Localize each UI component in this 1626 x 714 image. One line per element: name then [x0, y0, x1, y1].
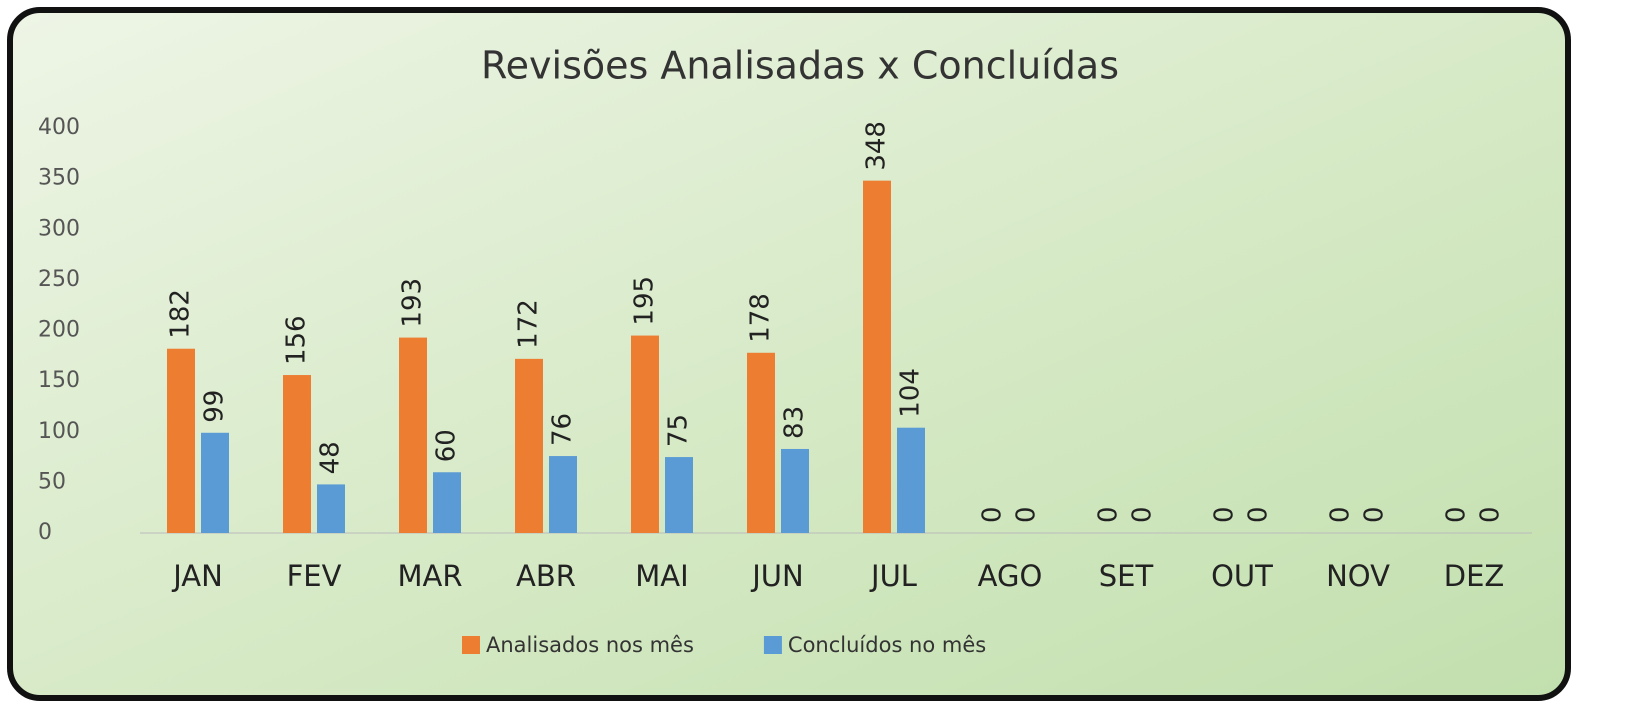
data-label: 0	[978, 506, 1008, 523]
y-tick-label: 100	[38, 419, 80, 444]
bar	[631, 335, 659, 533]
x-tick-label: DEZ	[1444, 559, 1505, 593]
bar	[399, 337, 427, 533]
data-label: 0	[1012, 506, 1042, 523]
bar	[201, 432, 229, 533]
x-tick-label: SET	[1099, 559, 1154, 593]
data-label: 0	[1128, 506, 1158, 523]
data-label: 178	[746, 293, 776, 343]
x-tick-label: ABR	[516, 559, 576, 593]
data-label: 0	[1476, 506, 1506, 523]
data-label: 99	[200, 390, 230, 423]
bar	[167, 348, 195, 533]
chart-title: Revisões Analisadas x Concluídas	[481, 44, 1119, 88]
y-tick-label: 0	[38, 520, 52, 545]
legend-label: Analisados nos mês	[486, 633, 694, 657]
y-tick-label: 350	[38, 166, 80, 191]
data-label: 172	[514, 299, 544, 349]
y-tick-label: 250	[38, 267, 80, 292]
x-tick-label: NOV	[1326, 559, 1390, 593]
y-tick-label: 50	[38, 469, 66, 494]
bar	[747, 352, 775, 533]
x-tick-label: JUL	[869, 559, 917, 593]
bar	[283, 375, 311, 533]
data-label: 0	[1360, 506, 1390, 523]
x-tick-label: JUN	[750, 559, 803, 593]
chart-frame	[7, 7, 1571, 701]
bar	[317, 484, 345, 533]
y-tick-label: 400	[38, 115, 80, 140]
legend-label: Concluídos no mês	[788, 633, 986, 657]
data-label: 348	[862, 121, 892, 171]
x-tick-label: MAR	[397, 559, 462, 593]
data-label: 76	[548, 413, 578, 446]
legend-swatch	[763, 636, 782, 654]
data-label: 0	[1210, 506, 1240, 523]
bar	[781, 448, 809, 533]
data-label: 48	[316, 441, 346, 474]
bar	[863, 180, 891, 533]
data-label: 0	[1244, 506, 1274, 523]
x-tick-label: JAN	[171, 559, 223, 593]
data-label: 182	[166, 289, 196, 339]
y-tick-label: 300	[38, 216, 80, 241]
x-tick-label: FEV	[287, 559, 342, 593]
data-label: 0	[1326, 506, 1356, 523]
bar	[897, 427, 925, 533]
bar	[433, 472, 461, 533]
y-tick-label: 150	[38, 368, 80, 393]
data-label: 195	[630, 276, 660, 326]
data-label: 75	[664, 414, 694, 447]
data-label: 104	[896, 368, 926, 418]
y-tick-label: 200	[38, 318, 80, 343]
x-tick-label: MAI	[635, 559, 688, 593]
data-label: 0	[1442, 506, 1472, 523]
bar	[515, 358, 543, 533]
x-tick-label: AGO	[978, 559, 1043, 593]
bar	[665, 457, 693, 533]
x-tick-label: OUT	[1211, 559, 1273, 593]
legend-swatch	[462, 636, 480, 654]
data-label: 156	[282, 315, 312, 365]
data-label: 193	[398, 278, 428, 328]
data-label: 60	[432, 429, 462, 462]
data-label: 83	[780, 406, 810, 439]
data-label: 0	[1094, 506, 1124, 523]
bar	[549, 456, 577, 533]
